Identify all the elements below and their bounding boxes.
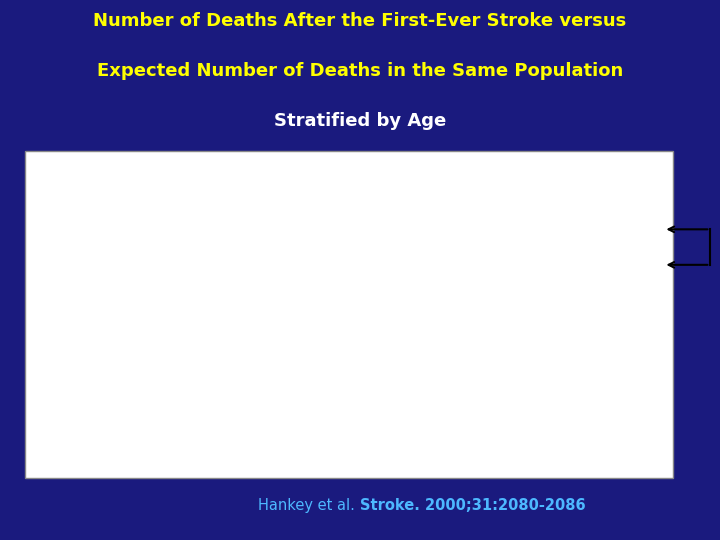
Text: n: n: [229, 185, 236, 198]
Text: 91: 91: [325, 365, 341, 378]
Text: 48: 48: [325, 294, 341, 307]
Text: 0.1: 0.1: [433, 223, 453, 236]
Text: Expected Number of Deaths in the Same Population: Expected Number of Deaths in the Same Po…: [97, 62, 623, 79]
Text: 3.3: 3.3: [546, 365, 567, 378]
Text: 10.6: 10.6: [429, 329, 457, 342]
Text: 99: 99: [131, 365, 146, 378]
Text: 13: 13: [131, 223, 146, 236]
Text: 6.6: 6.6: [546, 258, 567, 271]
Text: 18.7: 18.7: [429, 400, 457, 414]
Text: 0.6: 0.6: [433, 258, 453, 271]
Text: At Risk,: At Risk,: [117, 168, 161, 181]
Text: Hankey et al.: Hankey et al.: [258, 498, 360, 514]
Text: 65–74: 65–74: [32, 329, 70, 342]
Text: 2.1: 2.1: [546, 400, 567, 414]
Text: n: n: [439, 185, 447, 198]
Text: 45–54: 45–54: [32, 258, 70, 271]
Text: <45: <45: [32, 223, 58, 236]
Text: 4.0: 4.0: [546, 329, 567, 342]
Text: Over 10 y, %: Over 10 y, %: [294, 185, 372, 198]
Text: 29: 29: [131, 294, 146, 307]
Text: 77.8: 77.8: [543, 223, 570, 236]
Text: 4.1: 4.1: [546, 294, 567, 307]
Text: 7: 7: [228, 223, 237, 236]
Text: 79: 79: [325, 436, 341, 449]
Text: 3.4: 3.4: [433, 294, 453, 307]
Text: 55–64: 55–64: [32, 294, 70, 307]
Text: 4: 4: [229, 258, 236, 271]
Text: 98: 98: [325, 400, 341, 414]
Text: 61.0: 61.0: [429, 436, 457, 449]
Text: Stroke. 2000;31:2080-2086: Stroke. 2000;31:2080-2086: [360, 498, 585, 514]
Text: 74: 74: [325, 329, 341, 342]
Text: n: n: [135, 185, 143, 198]
Text: Number of Deaths After the First-Ever Stroke versus: Number of Deaths After the First-Ever St…: [94, 12, 626, 30]
Text: >84: >84: [32, 400, 58, 414]
Text: 33: 33: [325, 258, 341, 271]
Text: Stratified by Age: Stratified by Age: [274, 112, 446, 130]
Text: All: All: [32, 436, 48, 449]
Text: 40: 40: [225, 400, 240, 414]
Text: Risk of Death: Risk of Death: [294, 168, 372, 181]
Text: Age, y: Age, y: [32, 185, 69, 198]
Text: 90: 90: [225, 365, 240, 378]
Text: 41: 41: [131, 400, 146, 414]
Text: Expected: Expected: [529, 185, 584, 198]
Text: 12: 12: [131, 258, 146, 271]
Text: 197: 197: [221, 436, 244, 449]
Text: Expected,: Expected,: [414, 168, 472, 181]
Text: 14: 14: [225, 294, 240, 307]
Text: 57: 57: [130, 329, 147, 342]
Text: 75–84: 75–84: [32, 365, 70, 378]
Text: 3.2: 3.2: [546, 436, 567, 449]
Text: Observed/: Observed/: [526, 168, 587, 181]
Text: 251: 251: [127, 436, 150, 449]
Text: 54: 54: [325, 223, 341, 236]
Text: Observed,: Observed,: [202, 168, 263, 181]
Text: 27.5: 27.5: [429, 365, 457, 378]
Text: 42: 42: [225, 329, 240, 342]
